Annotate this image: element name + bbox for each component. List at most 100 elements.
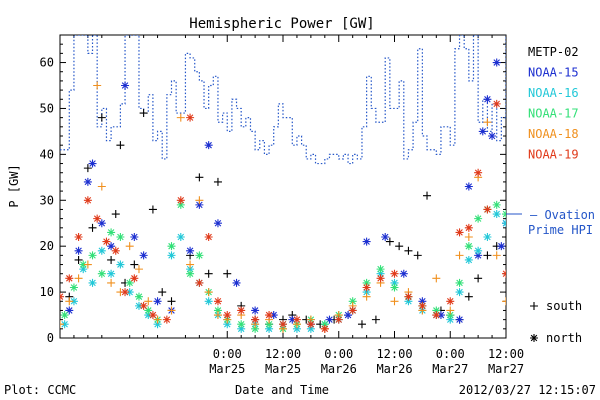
data-point [251,315,260,324]
data-point [362,237,371,246]
data-point [148,311,157,320]
x-tick-date-label: Mar27 [432,362,468,376]
data-point [186,265,195,274]
data-point [93,214,102,223]
x-tick-date-label: Mar25 [265,362,301,376]
data-point [97,246,106,255]
data-point [130,274,139,283]
y-axis-label: P [GW] [7,164,21,207]
data-point [69,283,78,292]
data-point [195,196,204,205]
data-point [88,223,97,232]
data-point [107,278,116,287]
data-point [492,200,501,209]
data-point [474,168,483,177]
series-noaa-18 [60,81,506,333]
data-point [97,182,106,191]
data-point [418,301,427,310]
data-point [376,269,385,278]
data-point [111,246,120,255]
legend-entry-noaa-15: NOAA-15 [528,66,579,80]
data-point [265,311,274,320]
legend-entry-noaa-19: NOAA-19 [528,148,579,162]
data-point [488,132,497,140]
data-point [186,113,195,122]
data-point [125,288,134,297]
data-point [121,81,130,90]
data-point [144,297,153,306]
data-point [404,246,413,255]
data-point [385,237,394,246]
x-tick-date-label: Mar25 [209,362,245,376]
data-point [88,251,97,260]
data-point [153,320,162,329]
legend-entry-metp-02: METP-02 [528,45,579,59]
data-point [502,219,506,228]
data-point [492,58,501,67]
data-point [134,301,143,310]
x-tick-time-label: 12:00 [265,347,301,361]
data-point [176,200,185,209]
data-point [269,311,278,320]
data-point [102,237,111,246]
data-point [97,113,106,122]
data-point [362,288,371,297]
data-point [121,288,130,297]
data-point [381,233,390,241]
data-point [195,200,204,209]
data-point [186,260,195,269]
data-point [65,274,74,283]
data-point [60,320,69,329]
data-point [144,306,153,315]
data-point [464,255,473,264]
data-point [130,233,139,241]
data-point [158,288,167,297]
data-point [139,251,148,260]
data-point [455,278,464,287]
data-point [492,99,501,108]
data-point [371,315,380,324]
data-point [376,265,385,274]
data-point [325,315,334,324]
data-point [144,311,153,320]
footer-timestamp: 2012/03/27 12:15:07 [459,383,596,397]
data-point [483,95,492,104]
data-point [79,260,88,269]
data-point [306,320,315,329]
data-point [237,324,246,333]
data-point [153,315,162,324]
y-tick-label: 40 [40,147,54,161]
data-point [432,311,441,320]
data-point [116,260,125,269]
x-tick-time-label: 12:00 [488,347,524,361]
data-point [74,246,83,255]
data-point [204,233,213,241]
data-point [404,292,413,301]
data-point [204,297,213,306]
data-point [223,269,232,278]
data-point [167,242,176,251]
data-point [418,297,427,306]
data-point [320,324,329,333]
x-tick-time-label: 12:00 [376,347,412,361]
data-point [74,233,83,241]
data-point [474,246,483,255]
data-point [390,269,399,278]
data-point [111,210,120,219]
data-point [390,278,399,287]
data-point [213,311,222,320]
data-point [167,297,176,306]
data-point [83,260,92,269]
data-point [464,223,473,232]
data-point [390,297,399,306]
data-point [320,320,329,329]
plot-area: 01020304050600:00Mar2512:00Mar250:00Mar2… [40,34,524,376]
data-point [125,278,134,287]
data-point [344,311,353,320]
data-point [446,315,455,324]
data-point [97,219,106,228]
data-point [455,251,464,260]
data-point [492,251,501,260]
data-point [176,233,185,241]
